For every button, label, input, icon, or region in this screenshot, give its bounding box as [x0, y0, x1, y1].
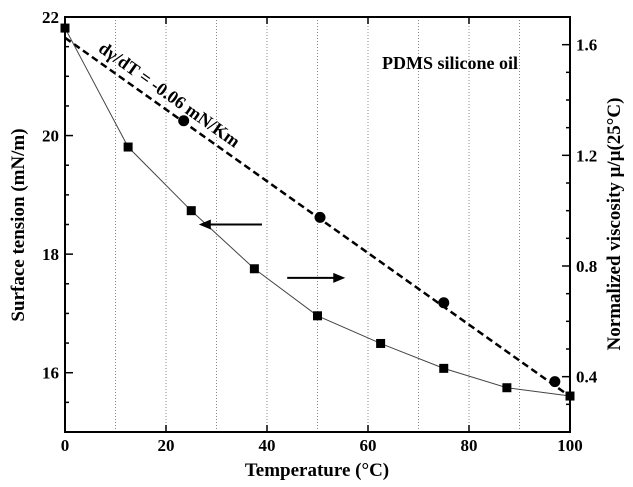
surface-tension-point: [438, 297, 450, 309]
y-left-tick-label: 16: [42, 364, 59, 383]
right-axis-arrow: [287, 272, 346, 283]
x-tick-label: 60: [360, 436, 377, 455]
right-axis-arrow-head: [333, 272, 346, 283]
surface-tension-point: [178, 115, 190, 127]
x-tick-label: 20: [158, 436, 175, 455]
grid: [115, 17, 520, 432]
left-axis-arrow-head: [198, 219, 211, 230]
x-tick-label: 100: [557, 436, 583, 455]
y-axis-right-label: Normalized viscosity μ/μ(25°C): [604, 98, 625, 351]
viscosity-point: [502, 383, 512, 393]
chart-annotation: PDMS silicone oil: [382, 53, 518, 73]
y-left-tick-label: 20: [42, 127, 59, 146]
y-left-tick-label: 22: [42, 8, 59, 27]
viscosity-point: [186, 206, 196, 216]
y-right-tick-label: 0.8: [576, 257, 597, 276]
x-axis-label: Temperature (°C): [245, 460, 389, 481]
y-axis-left-label: Surface tension (mN/m): [8, 128, 29, 321]
viscosity-point: [249, 264, 259, 274]
y-right-tick-label: 0.4: [576, 368, 598, 387]
x-tick-label: 40: [259, 436, 276, 455]
y-left-tick-label: 18: [42, 245, 59, 264]
viscosity-point: [439, 363, 449, 373]
surface-tension-point: [549, 376, 561, 388]
y-right-tick-label: 1.6: [576, 36, 597, 55]
viscosity-point: [376, 338, 386, 348]
viscosity-point: [313, 311, 322, 321]
x-tick-label: 80: [461, 436, 478, 455]
y-right-tick-label: 1.2: [576, 146, 597, 165]
left-axis-arrow: [198, 219, 262, 230]
surface-tension-point: [314, 211, 326, 223]
x-tick-label: 0: [61, 436, 70, 455]
viscosity-point: [123, 142, 133, 152]
ticks: 0 20 40 60 80 100 16 18 20 22 0.4 0.8 1.2 1.6: [42, 8, 598, 455]
